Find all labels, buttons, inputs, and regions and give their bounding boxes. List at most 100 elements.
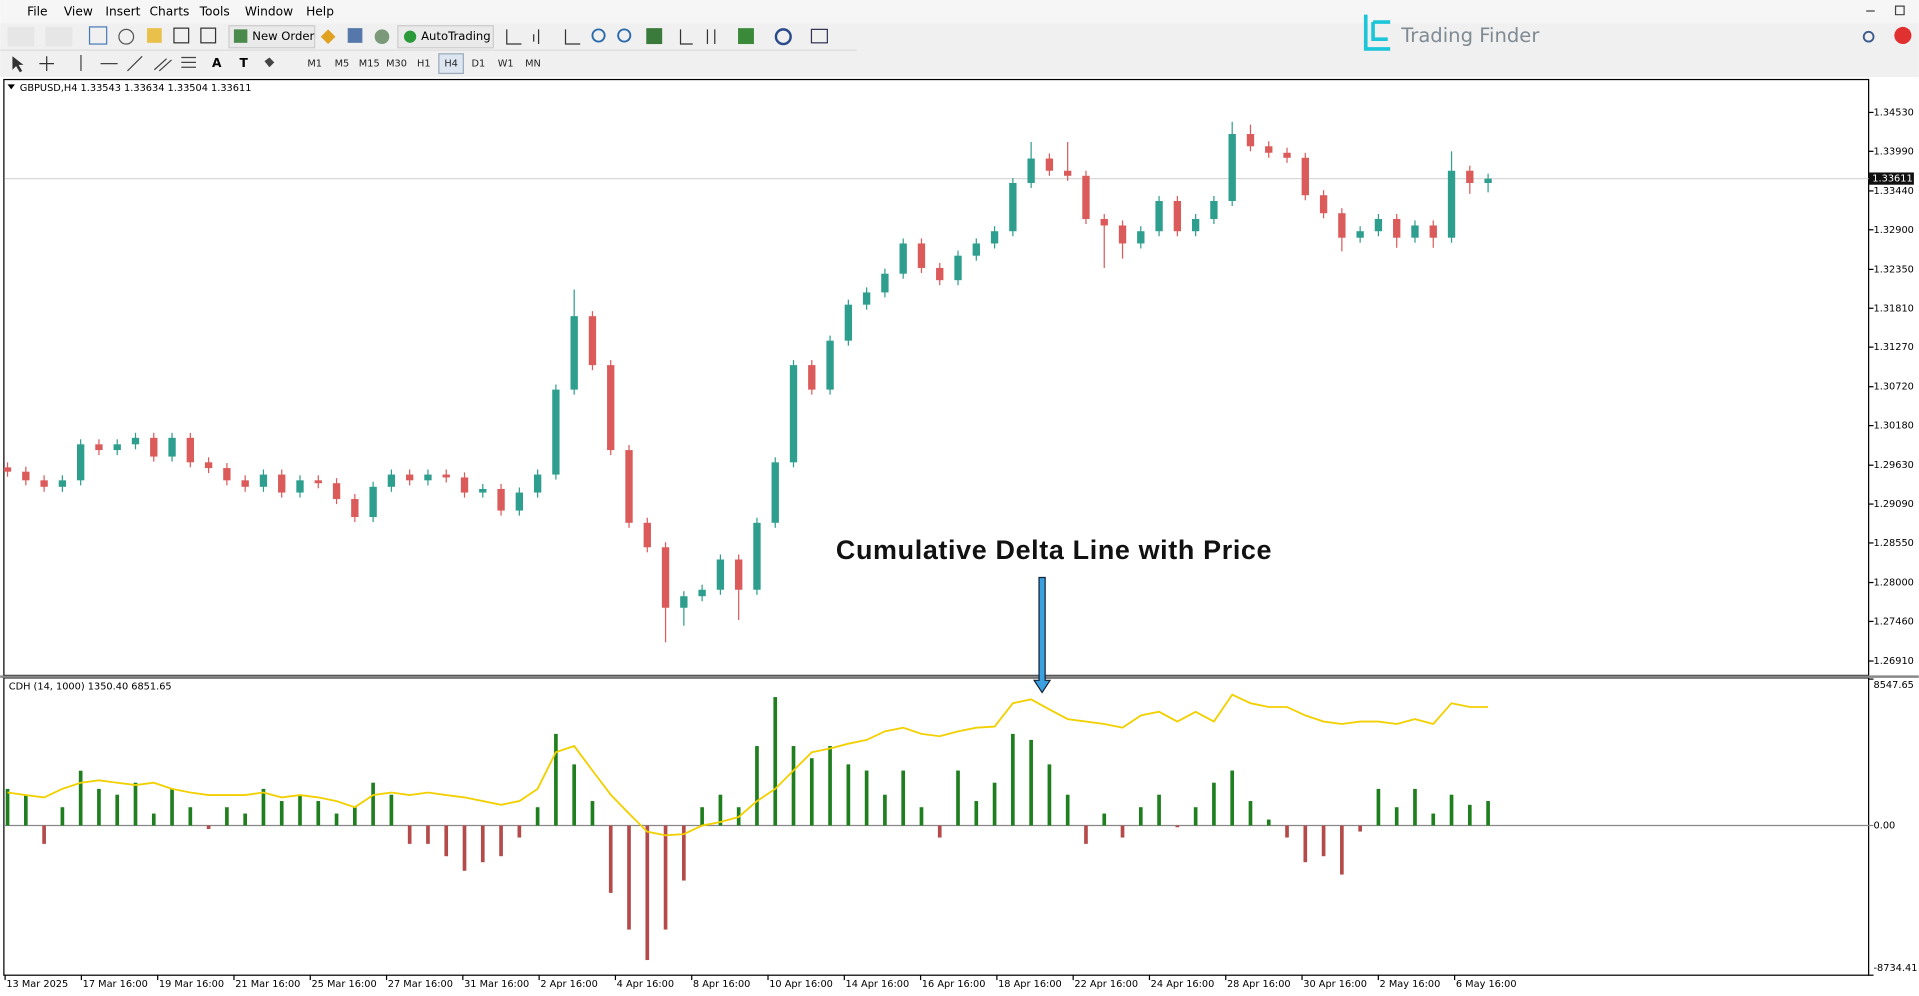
delta-bar <box>1303 825 1308 863</box>
timeframe-button[interactable]: W1 <box>498 59 514 70</box>
market-button[interactable] <box>374 29 390 45</box>
crosshair-tool[interactable] <box>39 56 55 71</box>
candle-body <box>990 231 999 244</box>
menu-item[interactable]: File <box>27 5 47 19</box>
timeframe-button[interactable]: M1 <box>307 59 322 70</box>
menu-item[interactable]: View <box>64 5 93 19</box>
indicator-header: CDH (14, 1000) 1350.40 6851.65 <box>9 681 172 692</box>
new-order-icon <box>233 29 248 43</box>
logo: Trading Finder <box>1363 14 1540 51</box>
zoom-in-button[interactable] <box>591 28 606 43</box>
zoom-out-button[interactable] <box>617 28 632 43</box>
timeframe-button[interactable]: M15 <box>359 59 380 70</box>
candle-body <box>1118 225 1127 244</box>
notifications-badge[interactable] <box>1894 26 1912 45</box>
tester-button[interactable] <box>200 27 217 44</box>
delta-bar <box>407 825 412 844</box>
delta-bar <box>1285 825 1289 838</box>
delta-bar <box>298 794 302 826</box>
y-tick-label: 1.31270 <box>1874 342 1914 353</box>
new-order-label: New Order <box>252 29 314 43</box>
candle-body <box>332 483 341 500</box>
timeframe-button[interactable]: MN <box>525 59 541 70</box>
delta-bar <box>23 794 28 826</box>
chart-header: GBPUSD,H4 1.33543 1.33634 1.33504 1.3361… <box>20 83 252 94</box>
autotrading-icon <box>403 30 417 43</box>
delta-bar <box>97 788 101 826</box>
x-tick-label: 10 Apr 16:00 <box>769 979 833 990</box>
delta-bar <box>1266 819 1271 826</box>
autotrading-button[interactable] <box>397 25 494 49</box>
new-chart-button[interactable] <box>7 26 35 47</box>
annotation: Cumulative Delta Line with Price <box>836 535 1272 565</box>
drawing-tool[interactable]: A <box>212 56 222 70</box>
annotation-arrow <box>1033 576 1052 694</box>
candle-body <box>680 596 688 608</box>
y-tick-label: 1.30180 <box>1874 421 1914 432</box>
menu-item[interactable]: Tools <box>199 5 230 19</box>
search-button[interactable] <box>1862 30 1875 43</box>
delta-bar <box>608 825 613 893</box>
candle-body <box>223 468 231 481</box>
y-tick-label: 1.29630 <box>1874 460 1914 471</box>
menu-item[interactable]: Insert <box>105 5 140 19</box>
candle-body <box>936 267 944 281</box>
drawing-tools[interactable] <box>80 55 196 72</box>
candle-body <box>406 474 414 481</box>
new-order-button[interactable] <box>228 25 316 49</box>
shapes-tool[interactable] <box>264 57 275 68</box>
indicators-button[interactable] <box>738 28 754 45</box>
candle-body <box>1301 157 1309 196</box>
drawing-tool[interactable]: T <box>240 56 249 70</box>
autotrading-label: AutoTrading <box>421 29 491 43</box>
candle-body <box>460 477 469 493</box>
candle-body <box>789 365 798 463</box>
candle-body <box>607 365 615 451</box>
terminal-button[interactable] <box>173 27 190 44</box>
signals-button[interactable] <box>347 28 363 43</box>
timeframe-button[interactable]: M30 <box>386 59 407 70</box>
navigator-button[interactable] <box>147 28 162 43</box>
timeframe-button[interactable]: H4 <box>444 59 458 70</box>
delta-bar <box>1029 739 1033 826</box>
candle-body <box>278 474 286 493</box>
menu-item[interactable]: Window <box>245 5 293 19</box>
menu-item[interactable]: Charts <box>149 5 189 19</box>
delta-bar <box>133 782 138 826</box>
delta-bar <box>572 764 577 826</box>
candle-body <box>1191 218 1200 232</box>
templates-button[interactable] <box>810 28 828 44</box>
cumulative-delta-line <box>7 693 1489 837</box>
delta-bar <box>1340 825 1344 875</box>
delta-bar <box>937 825 942 838</box>
window-controls[interactable] <box>1866 5 1905 16</box>
profiles-button[interactable] <box>45 26 73 47</box>
delta-bar <box>60 807 65 826</box>
timeframe-button[interactable]: H1 <box>417 59 431 70</box>
menu-item[interactable]: Help <box>306 5 334 19</box>
y-tick-label: 1.33440 <box>1874 186 1914 197</box>
y-tick-label: 1.30720 <box>1874 382 1914 393</box>
delta-bar <box>517 825 522 838</box>
delta-bar <box>1376 788 1381 826</box>
candle-body <box>168 437 176 457</box>
candle-body <box>972 243 980 256</box>
periods-button[interactable] <box>774 28 792 46</box>
data-window-button[interactable] <box>118 28 135 45</box>
market-watch-button[interactable] <box>88 26 108 45</box>
timeframe-button[interactable]: D1 <box>472 59 486 70</box>
candle-body <box>1319 195 1328 214</box>
x-tick-label: 31 Mar 16:00 <box>464 979 529 990</box>
candle-body <box>424 474 432 481</box>
menu-bar <box>0 0 1919 24</box>
delta-bar <box>1212 782 1216 826</box>
scroll-buttons[interactable] <box>679 29 716 45</box>
delta-bar <box>316 801 321 826</box>
x-tick-label: 16 Apr 16:00 <box>922 979 986 990</box>
cursor-tool[interactable] <box>12 56 24 73</box>
tile-windows-button[interactable] <box>646 28 663 45</box>
candle-body <box>113 444 121 451</box>
timeframe-button[interactable]: M5 <box>335 59 350 70</box>
candle-body <box>241 480 249 487</box>
chart-type-buttons[interactable] <box>506 29 581 45</box>
